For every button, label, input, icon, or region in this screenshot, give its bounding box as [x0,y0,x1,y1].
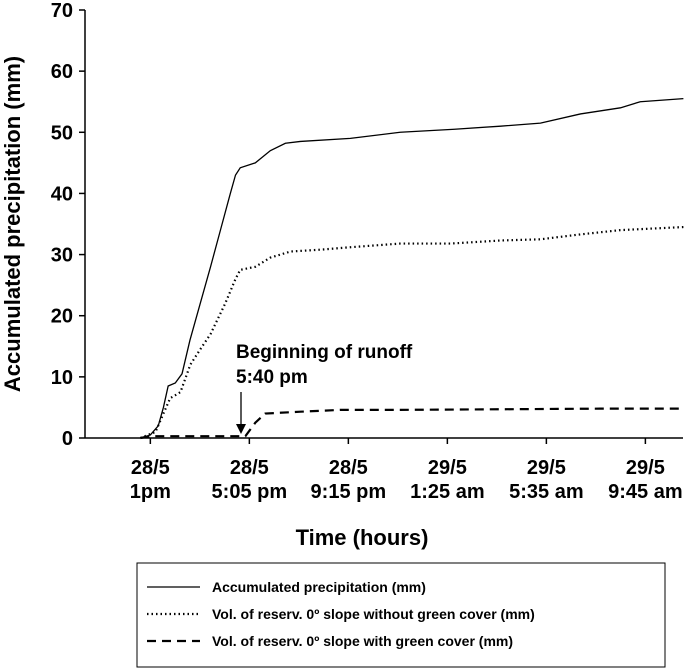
legend-box [136,562,666,668]
x-tick-label: 29/5 1:25 am [410,457,485,503]
y-tick-label: 60 [51,61,73,83]
x-tick-label: 29/5 5:35 am [509,457,584,503]
annotation: 5:40 pm [236,367,308,388]
x-tick-label: 28/5 9:15 pm [311,457,387,503]
y-axis-title: Accumulated precipitation (mm) [0,56,25,392]
annotation: Beginning of runoff [236,342,413,363]
x-axis-title: Time (hours) [296,525,429,550]
y-tick-label: 0 [62,428,73,450]
annotation-arrowhead [236,424,246,434]
line-series [140,98,684,439]
line-series [140,225,684,440]
line-series [140,407,684,440]
y-tick-label: 70 [51,0,73,22]
x-tick-label: 28/5 5:05 pm [212,457,288,503]
y-tick-label: 20 [51,306,73,328]
y-tick-label: 10 [51,367,73,389]
x-tick-label: 29/5 9:45 am [608,457,683,503]
y-tick-label: 40 [51,183,73,205]
legend-label: Vol. of reserv. 0º slope with green cove… [212,633,513,649]
legend-label: Vol. of reserv. 0º slope without green c… [212,606,535,622]
x-tick-label: 28/5 1pm [130,457,171,503]
y-tick-label: 30 [51,245,73,267]
legend-label: Accumulated precipitation (mm) [212,579,426,595]
y-tick-label: 50 [51,122,73,144]
